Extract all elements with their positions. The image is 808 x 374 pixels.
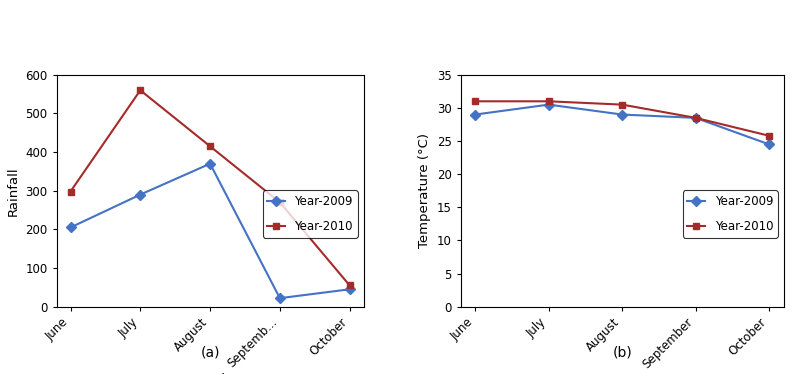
Year-2009 bbox=[691, 116, 701, 120]
Line: Year-2009: Year-2009 bbox=[67, 160, 353, 302]
Year-2010 bbox=[275, 200, 284, 205]
Year-2009 bbox=[275, 296, 284, 300]
Legend: Year-2009, Year-2010: Year-2009, Year-2010 bbox=[683, 190, 778, 237]
Year-2009 bbox=[544, 102, 553, 107]
X-axis label: Month: Month bbox=[189, 373, 231, 374]
Year-2009 bbox=[345, 287, 355, 292]
Year-2010 bbox=[345, 283, 355, 288]
Line: Year-2009: Year-2009 bbox=[472, 101, 772, 148]
Year-2009 bbox=[136, 192, 145, 197]
Y-axis label: Rainfall: Rainfall bbox=[6, 166, 19, 215]
Text: (b): (b) bbox=[612, 345, 632, 359]
Year-2009 bbox=[65, 225, 75, 230]
Year-2009 bbox=[205, 162, 215, 166]
Year-2010 bbox=[470, 99, 480, 104]
Text: (a): (a) bbox=[200, 345, 220, 359]
Year-2009 bbox=[764, 142, 774, 147]
Year-2010 bbox=[205, 144, 215, 148]
Y-axis label: Temperature (°C): Temperature (°C) bbox=[418, 133, 431, 248]
Year-2009 bbox=[470, 112, 480, 117]
Year-2010 bbox=[136, 88, 145, 92]
Year-2010 bbox=[617, 102, 627, 107]
Year-2010 bbox=[764, 134, 774, 138]
Legend: Year-2009, Year-2010: Year-2009, Year-2010 bbox=[263, 190, 358, 237]
Year-2010 bbox=[544, 99, 553, 104]
Year-2009 bbox=[617, 112, 627, 117]
Line: Year-2010: Year-2010 bbox=[67, 87, 353, 289]
Year-2010 bbox=[65, 189, 75, 194]
Line: Year-2010: Year-2010 bbox=[472, 98, 772, 139]
Year-2010 bbox=[691, 116, 701, 120]
